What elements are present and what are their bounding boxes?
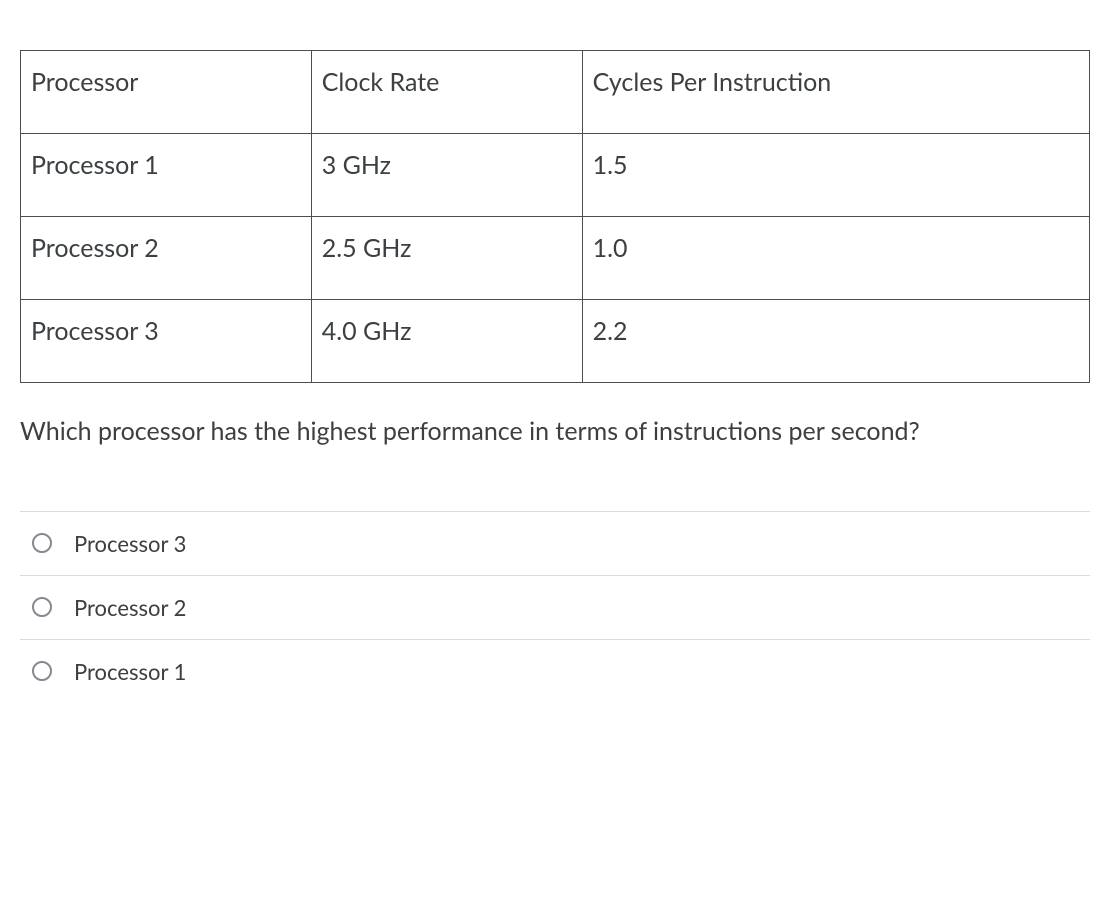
option-label: Processor 2 — [74, 594, 186, 621]
quiz-container: Processor Clock Rate Cycles Per Instruct… — [20, 50, 1090, 703]
cell-processor: Processor 2 — [21, 217, 312, 300]
option-row[interactable]: Processor 2 — [20, 575, 1090, 639]
cell-cpi: 1.5 — [582, 134, 1089, 217]
col-header-processor: Processor — [21, 51, 312, 134]
radio-option-1[interactable] — [32, 533, 52, 553]
option-label: Processor 3 — [74, 530, 186, 557]
processor-table: Processor Clock Rate Cycles Per Instruct… — [20, 50, 1090, 383]
option-label: Processor 1 — [74, 658, 186, 685]
cell-clock-rate: 4.0 GHz — [311, 300, 582, 383]
cell-processor: Processor 1 — [21, 134, 312, 217]
cell-processor: Processor 3 — [21, 300, 312, 383]
table-row: Processor 1 3 GHz 1.5 — [21, 134, 1090, 217]
table-header-row: Processor Clock Rate Cycles Per Instruct… — [21, 51, 1090, 134]
col-header-cpi: Cycles Per Instruction — [582, 51, 1089, 134]
radio-option-2[interactable] — [32, 597, 52, 617]
cell-cpi: 2.2 — [582, 300, 1089, 383]
cell-cpi: 1.0 — [582, 217, 1089, 300]
radio-option-3[interactable] — [32, 661, 52, 681]
table-row: Processor 3 4.0 GHz 2.2 — [21, 300, 1090, 383]
col-header-clock-rate: Clock Rate — [311, 51, 582, 134]
option-row[interactable]: Processor 3 — [20, 511, 1090, 575]
cell-clock-rate: 2.5 GHz — [311, 217, 582, 300]
question-text: Which processor has the highest performa… — [20, 413, 1090, 451]
options-list: Processor 3 Processor 2 Processor 1 — [20, 511, 1090, 703]
cell-clock-rate: 3 GHz — [311, 134, 582, 217]
table-row: Processor 2 2.5 GHz 1.0 — [21, 217, 1090, 300]
option-row[interactable]: Processor 1 — [20, 639, 1090, 703]
